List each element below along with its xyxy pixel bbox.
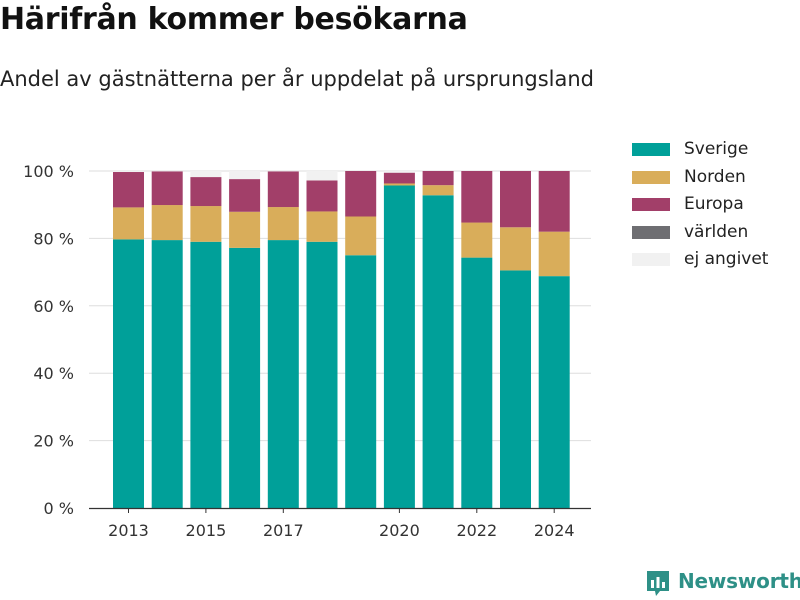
y-tick-label: 40 % [33,364,74,383]
bar-segment[interactable] [151,240,183,508]
newsworthy-logo-icon [647,571,669,596]
y-tick-label: 100 % [23,162,74,181]
x-tick-label: 2022 [456,521,497,540]
bar-segment[interactable] [190,206,222,242]
y-tick-label: 20 % [33,432,74,451]
legend-label-europa: Europa [684,194,744,214]
bar-segment[interactable] [229,211,261,248]
bar-segment[interactable] [113,171,144,173]
x-tick-label: 2015 [186,521,227,540]
x-tick-label: 2024 [534,521,575,540]
bar-segment[interactable] [422,195,454,508]
bar-segment[interactable] [267,207,299,241]
bar-segment[interactable] [383,172,415,184]
bar-segment[interactable] [345,255,377,508]
legend-swatch-varlden [632,225,670,239]
bar-segment[interactable] [113,239,144,508]
bars [113,171,570,508]
bar-segment[interactable] [151,205,183,241]
bar-segment[interactable] [306,211,338,242]
bar-segment[interactable] [151,171,183,206]
bar-segment[interactable] [345,171,377,217]
bar-segment[interactable] [461,171,493,223]
legend-label-ej-angivet: ej angivet [684,249,769,269]
legend-label-varlden: världen [684,221,749,242]
x-tick-label: 2020 [379,521,420,540]
brand-name: Newsworthy [678,569,800,593]
bar-segment[interactable] [461,257,493,508]
bar-segment[interactable] [500,171,531,228]
bar-segment[interactable] [383,183,415,186]
legend-swatch-norden [632,170,670,184]
bar-segment[interactable] [113,172,144,208]
legend-swatch-sverige [632,143,670,156]
y-tick-label: 0 % [44,499,74,518]
bar-segment[interactable] [267,240,299,508]
bar-segment[interactable] [306,171,338,181]
x-axis-ticks: 2013 2015 2017 2020 2022 2024 [108,508,575,540]
bar-segment[interactable] [422,185,454,196]
chart-title: Härifrån kommer besökarna [0,2,468,37]
bar-segment[interactable] [267,171,299,208]
bar-segment[interactable] [538,231,570,277]
bar-segment[interactable] [383,185,415,508]
bar-segment[interactable] [538,171,570,232]
bar-segment[interactable] [383,171,415,173]
bar-segment[interactable] [229,171,261,180]
legend-label-norden: Norden [684,166,746,187]
legend-label-sverige: Sverige [684,139,749,159]
y-tick-label: 80 % [33,229,74,248]
bar-segment[interactable] [500,270,531,508]
bar-segment[interactable] [190,171,222,178]
y-axis-tick-labels: 0 % 20 % 40 % 60 % 80 % 100 % [23,162,74,518]
bar-segment[interactable] [306,180,338,212]
bar-segment[interactable] [190,177,222,207]
bar-segment[interactable] [538,276,570,508]
bar-segment[interactable] [306,241,338,508]
chart-subtitle: Andel av gästnätterna per år uppdelat på… [0,67,594,91]
y-tick-label: 60 % [33,297,74,316]
bar-segment[interactable] [229,247,261,508]
legend-swatch-europa [632,198,670,211]
bar-segment[interactable] [345,216,377,256]
bar-segment[interactable] [229,179,261,212]
legend-swatch-ej-angivet [632,253,670,266]
bar-segment[interactable] [461,222,493,258]
x-tick-label: 2017 [263,521,304,540]
bar-segment[interactable] [190,241,222,508]
bar-segment[interactable] [500,227,531,271]
x-tick-label: 2013 [108,521,149,540]
bar-segment[interactable] [113,207,144,240]
bar-segment[interactable] [422,171,454,186]
